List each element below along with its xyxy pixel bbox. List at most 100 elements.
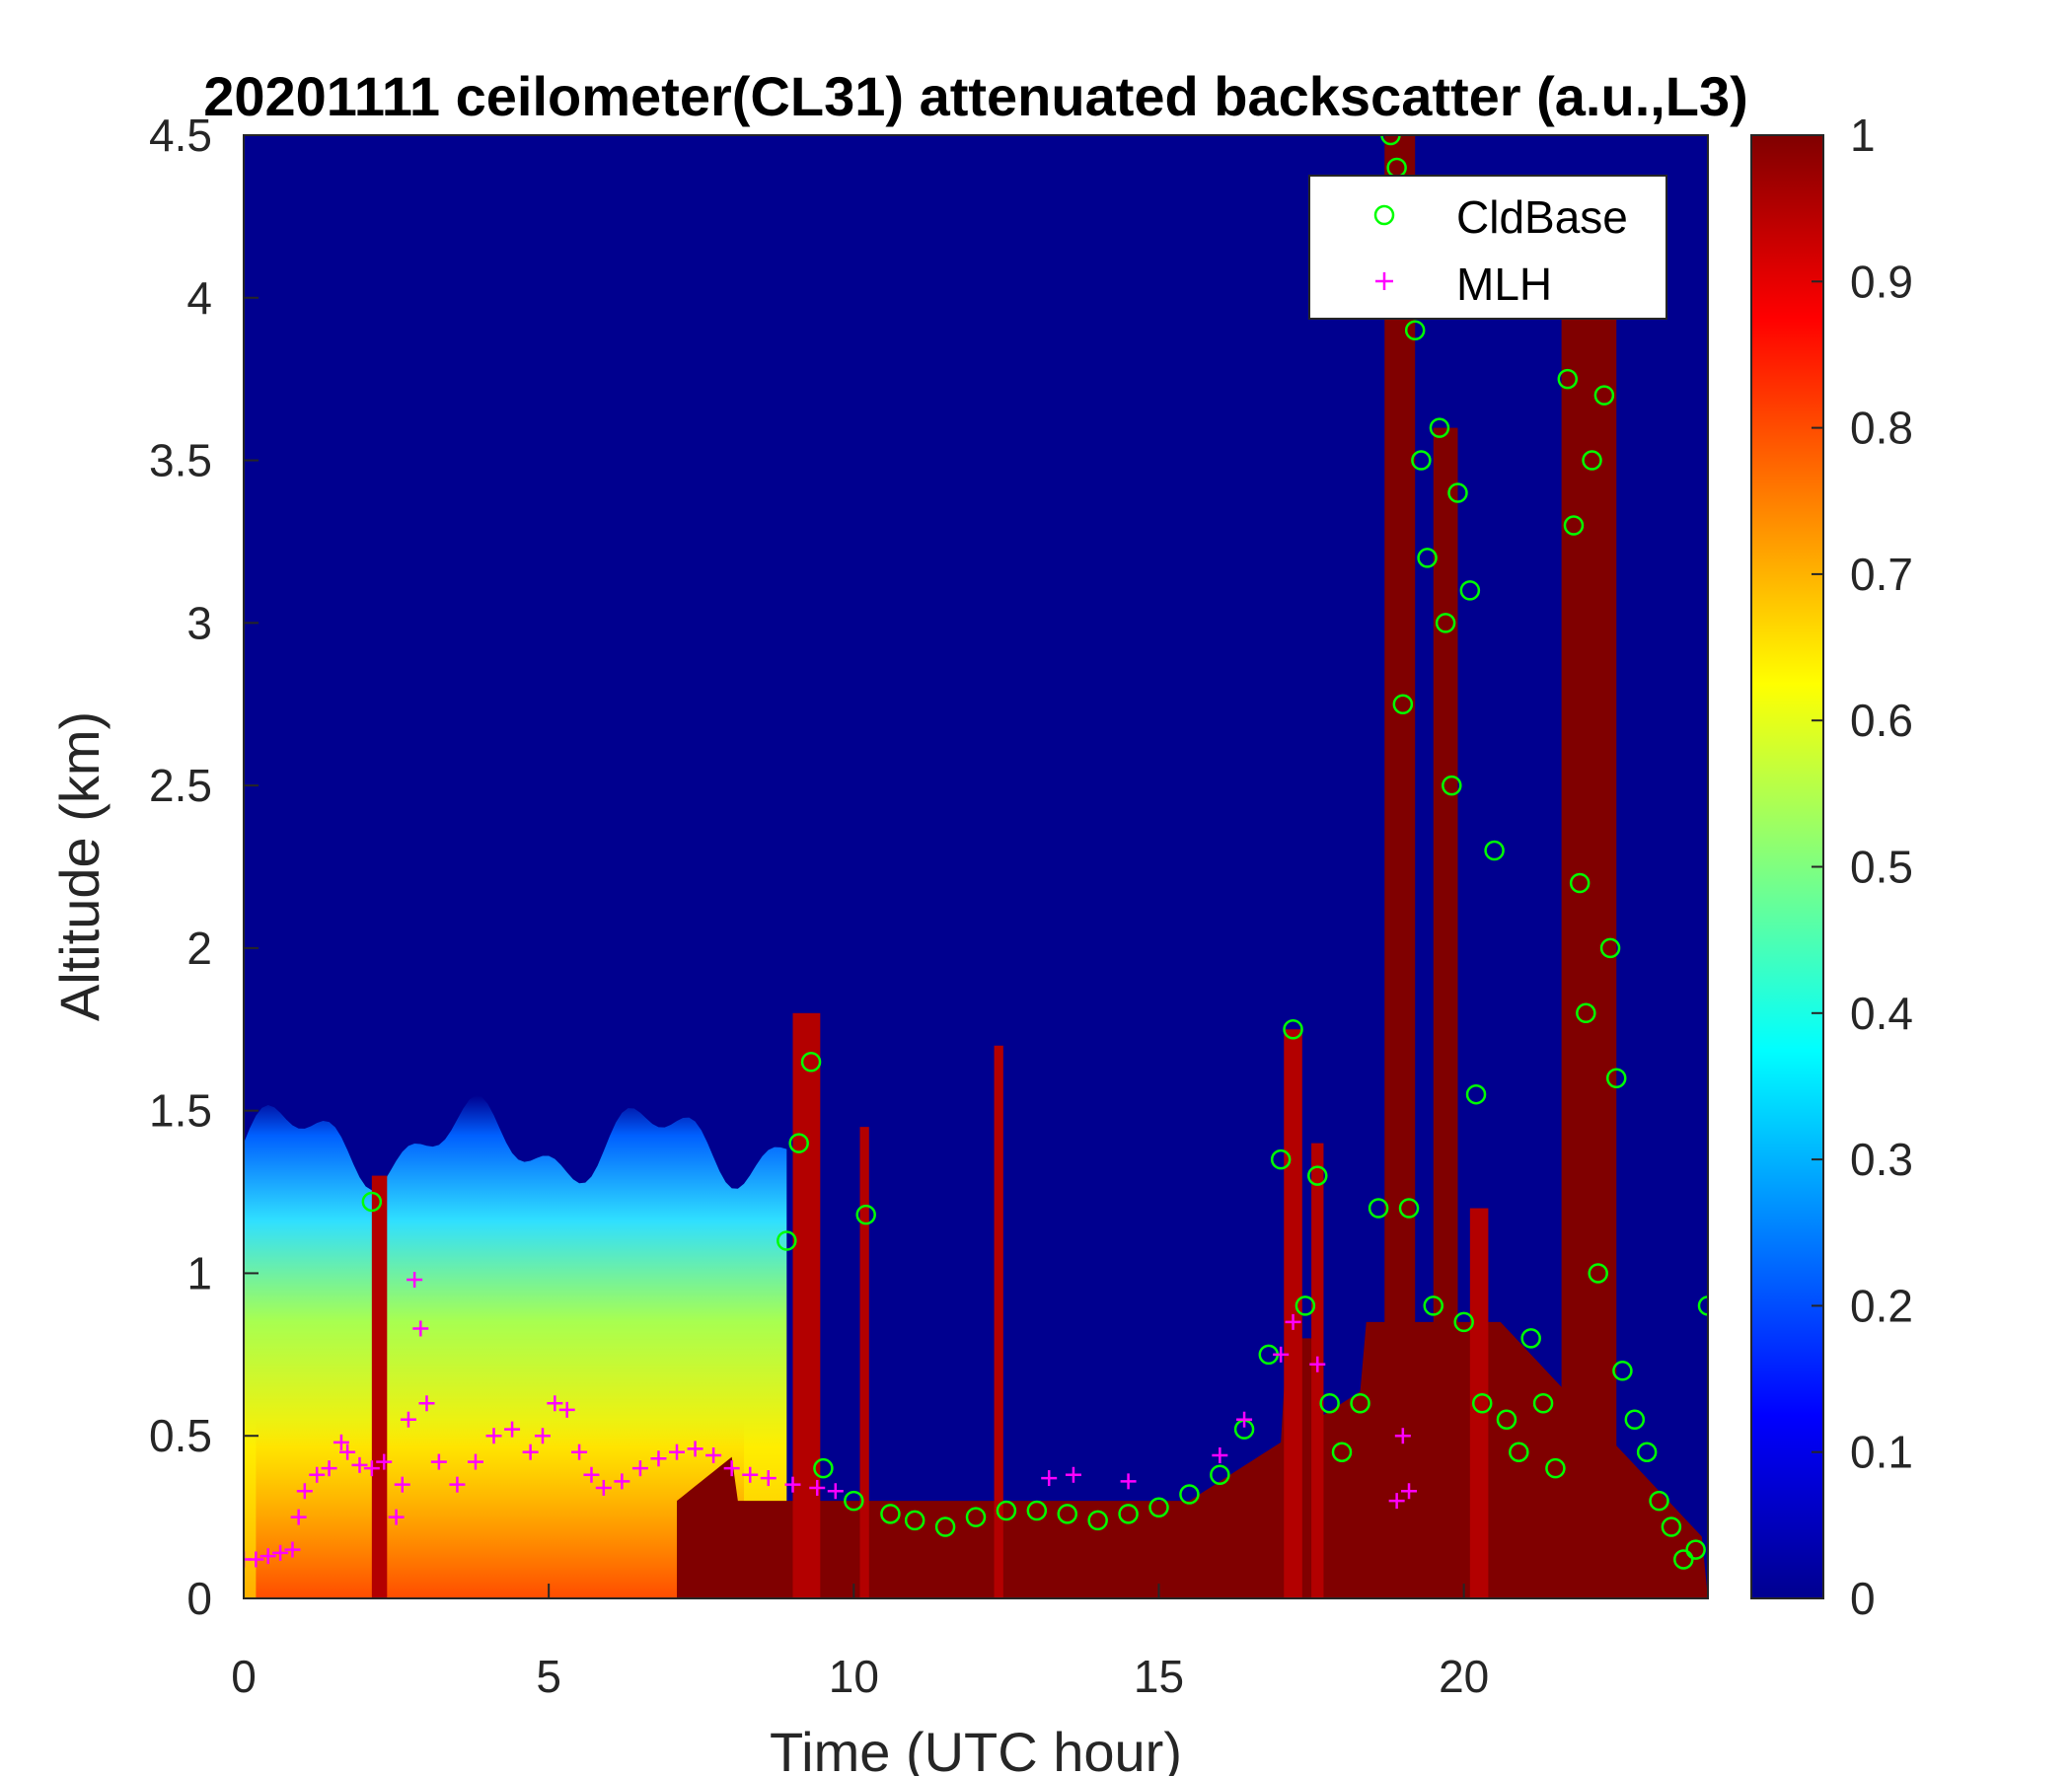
cldbase-point (1569, 872, 1591, 894)
cldbase-point (1331, 1442, 1353, 1462)
mlh-point (485, 1428, 502, 1444)
mlh-point (1236, 1411, 1253, 1428)
cldbase-point (1404, 320, 1426, 340)
x-axis-label: Time (UTC hour) (770, 1721, 1182, 1776)
mlh-point (1065, 1466, 1081, 1483)
colorbar-tick-label: 1 (1850, 110, 1876, 161)
cldbase-point (1484, 840, 1505, 861)
cldbase-point (1398, 1198, 1420, 1219)
mlh-point (595, 1479, 612, 1496)
cldbase-point (1465, 1083, 1487, 1105)
y-tick-label: 2.5 (149, 760, 212, 811)
mlh-point (321, 1460, 337, 1477)
colorbar-tick-label: 0.7 (1850, 549, 1913, 600)
colorbar-tick-label: 0.1 (1850, 1427, 1913, 1478)
y-tick-label: 1 (186, 1247, 212, 1298)
cldbase-point (777, 1230, 797, 1251)
mlh-point (760, 1470, 777, 1487)
cldbase-point (1582, 450, 1602, 471)
cldbase-point (1453, 1311, 1474, 1333)
mlh-point (723, 1460, 740, 1477)
x-tick-label: 10 (829, 1651, 879, 1702)
y-tick-label: 0 (186, 1573, 212, 1624)
cldbase-point (1417, 548, 1438, 568)
cldbase-point (788, 1133, 809, 1153)
mlh-point (504, 1421, 521, 1438)
cldbase-point (1649, 1490, 1669, 1512)
mlh-point (1309, 1356, 1326, 1372)
mlh-point (351, 1456, 368, 1473)
x-tick-label: 15 (1134, 1651, 1184, 1702)
mlh-point (631, 1460, 648, 1477)
mlh-point (827, 1483, 844, 1500)
mlh-point (705, 1446, 722, 1463)
cldbase-point (1380, 135, 1401, 146)
cldbase-point (1307, 1165, 1328, 1186)
cldbase-point (813, 1457, 834, 1479)
heatmap-cloud-column (859, 1127, 869, 1598)
mlh-point (669, 1443, 686, 1460)
cldbase-point (1429, 417, 1450, 438)
cldbase-point (1368, 1198, 1389, 1219)
cldbase-point (1442, 775, 1462, 796)
mlh-point (1041, 1470, 1058, 1487)
cldbase-point (1295, 1295, 1316, 1316)
mlh-point (430, 1453, 447, 1470)
heatmap-lower-layer (256, 1419, 745, 1598)
mlh-point (400, 1411, 416, 1428)
cldbase-point (1661, 1517, 1682, 1537)
cldbase-point (1697, 1295, 1708, 1316)
x-axis: 0 5 10 15 20 (231, 1584, 1489, 1702)
mlh-point (449, 1476, 466, 1493)
cldbase-point (1026, 1500, 1048, 1521)
mlh-point (1273, 1346, 1290, 1363)
mlh-point (558, 1401, 575, 1418)
cldbase-point (1606, 1068, 1627, 1088)
mlh-point (1285, 1313, 1301, 1330)
colorbar-tick-label: 0.3 (1850, 1134, 1913, 1185)
mlh-point (284, 1541, 301, 1558)
legend-mlh-label: MLH (1456, 259, 1552, 310)
cldbase-point (904, 1510, 925, 1531)
cldbase-point (1179, 1484, 1200, 1505)
colorbar-ticks: 0 0.1 0.2 0.3 0.4 0.5 0.6 0.7 0.8 0.9 1 (1812, 110, 1913, 1624)
mlh-point (583, 1466, 600, 1483)
y-tick-label: 4.5 (149, 110, 212, 161)
x-tick-label: 0 (231, 1651, 257, 1702)
cldbase-point (996, 1500, 1017, 1521)
cldbase-point (855, 1204, 876, 1225)
chart-title: 20201111 ceilometer(CL31) attenuated bac… (203, 65, 1748, 127)
legend-cldbase-label: CldBase (1456, 191, 1628, 243)
mlh-point (407, 1272, 423, 1289)
mlh-point (1401, 1483, 1418, 1500)
mlh-point (1394, 1428, 1411, 1444)
cldbase-point (1545, 1457, 1566, 1479)
heatmap-cloud-column (1561, 297, 1617, 1598)
mlh-point (363, 1460, 380, 1477)
colorbar-tick-label: 0.4 (1850, 988, 1913, 1039)
x-tick-label: 5 (536, 1651, 561, 1702)
cldbase-point (1459, 580, 1481, 601)
colorbar-tick-label: 0.9 (1850, 256, 1913, 307)
mlh-point (418, 1395, 435, 1412)
heatmap-cloud-column (1433, 427, 1458, 1598)
y-axis: 0 0.5 1 1.5 2 2.5 3 3.5 4 4.5 (149, 110, 259, 1624)
legend-box (1308, 175, 1667, 320)
cldbase-point (844, 1490, 864, 1512)
colorbar: 0 0.1 0.2 0.3 0.4 0.5 0.6 0.7 0.8 0.9 1 (1750, 110, 1913, 1624)
mlh-point (742, 1466, 759, 1483)
cldbase-point (1563, 515, 1585, 536)
cldbase-point (1392, 694, 1414, 714)
mlh-point (339, 1443, 356, 1460)
cldbase-point (1593, 385, 1615, 406)
mlh-point (412, 1320, 429, 1337)
colorbar-tick-label: 0 (1850, 1573, 1876, 1624)
colorbar-gradient (1750, 134, 1824, 1599)
y-tick-label: 3 (186, 597, 212, 648)
cldbase-point (1283, 1019, 1303, 1040)
cldbase-point (1599, 937, 1621, 959)
mlh-point (394, 1476, 410, 1493)
y-tick-label: 0.5 (149, 1410, 212, 1461)
cldbase-point (1210, 1464, 1230, 1486)
cldbase-point (1576, 1002, 1596, 1024)
